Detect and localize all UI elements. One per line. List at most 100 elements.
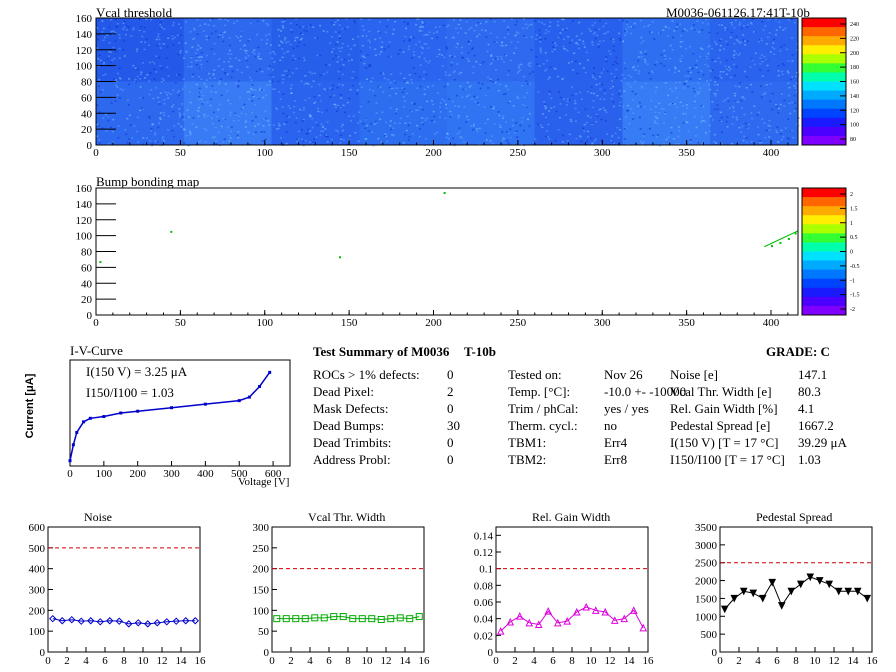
heatmap-cell bbox=[421, 121, 424, 124]
heatmap-cell bbox=[248, 38, 251, 41]
heatmap-cell bbox=[491, 142, 494, 145]
heatmap-cell bbox=[731, 24, 734, 26]
heatmap-cell bbox=[374, 38, 377, 41]
heatmap-cell bbox=[679, 41, 682, 43]
heatmap-cell bbox=[507, 88, 510, 91]
heatmap-cell bbox=[648, 31, 651, 33]
heatmap-cell bbox=[650, 31, 653, 34]
heatmap-cell bbox=[595, 113, 598, 116]
heatmap-cell bbox=[302, 26, 305, 28]
heatmap-cell bbox=[720, 38, 723, 40]
heatmap-cell bbox=[275, 128, 278, 130]
heatmap-cell bbox=[192, 38, 195, 40]
heatmap-cell bbox=[546, 130, 549, 132]
heatmap-cell bbox=[419, 26, 422, 29]
heatmap-cell bbox=[610, 72, 613, 75]
heatmap-cell bbox=[217, 18, 220, 21]
heatmap-cell bbox=[725, 68, 728, 71]
heatmap-cell bbox=[416, 18, 419, 21]
heatmap-cell bbox=[593, 92, 596, 95]
heatmap-cell bbox=[351, 38, 354, 40]
heatmap-cell bbox=[389, 55, 392, 58]
heatmap-cell bbox=[303, 29, 306, 32]
heatmap-cell bbox=[211, 123, 214, 125]
heatmap-cell bbox=[787, 118, 790, 120]
heatmap-cell bbox=[489, 79, 492, 82]
x-tick-label: 6 bbox=[550, 655, 556, 667]
heatmap-cell bbox=[162, 136, 165, 138]
x-tick-label: 16 bbox=[419, 655, 431, 667]
heatmap-cell bbox=[558, 116, 561, 119]
heatmap-cell bbox=[775, 131, 778, 133]
heatmap-cell bbox=[527, 62, 530, 65]
heatmap-cell bbox=[109, 51, 112, 53]
heatmap-cell bbox=[778, 21, 781, 23]
heatmap-cell bbox=[599, 88, 602, 91]
heatmap-cell bbox=[615, 77, 618, 79]
heatmap-cell bbox=[379, 37, 382, 39]
heatmap-cell bbox=[507, 142, 510, 144]
heatmap-cell bbox=[190, 65, 193, 68]
heatmap-cell bbox=[214, 127, 217, 129]
heatmap-cell bbox=[794, 102, 797, 104]
heatmap-cell bbox=[250, 79, 253, 81]
data-point bbox=[415, 613, 423, 621]
heatmap-cell bbox=[222, 40, 225, 43]
heatmap-cell bbox=[341, 42, 344, 45]
heatmap-cell bbox=[290, 84, 293, 86]
summary-middle-value: Err8 bbox=[604, 452, 628, 467]
heatmap-cell bbox=[412, 51, 415, 53]
heatmap-cell bbox=[410, 79, 413, 81]
heatmap-cell bbox=[590, 86, 593, 88]
heatmap-cell bbox=[315, 136, 318, 139]
heatmap-cell bbox=[102, 117, 105, 119]
heatmap-cell bbox=[457, 117, 460, 119]
heatmap-cell bbox=[163, 114, 166, 116]
heatmap-cell bbox=[227, 19, 230, 22]
heatmap-cell bbox=[313, 138, 316, 140]
heatmap-cell bbox=[408, 39, 411, 42]
heatmap-cell bbox=[228, 37, 231, 39]
heatmap-cell bbox=[171, 105, 174, 108]
data-point bbox=[544, 607, 553, 615]
heatmap-cell bbox=[148, 44, 151, 46]
heatmap-cell bbox=[236, 69, 239, 71]
heatmap-cell bbox=[369, 64, 372, 67]
heatmap-cell bbox=[528, 83, 531, 85]
heatmap-cell bbox=[489, 63, 492, 65]
heatmap-cell bbox=[787, 82, 790, 85]
heatmap-cell bbox=[283, 74, 286, 76]
heatmap-cell bbox=[251, 84, 254, 86]
defect-pixel bbox=[787, 238, 790, 241]
heatmap-cell bbox=[757, 41, 760, 43]
heatmap-cell bbox=[444, 117, 447, 120]
heatmap-cell bbox=[524, 23, 527, 25]
heatmap-cell bbox=[447, 133, 450, 136]
heatmap-cell bbox=[495, 69, 498, 71]
heatmap-cell bbox=[719, 44, 722, 47]
heatmap-cell bbox=[452, 71, 455, 74]
heatmap-cell bbox=[668, 27, 671, 29]
heatmap-cell bbox=[795, 75, 798, 78]
heatmap-cell bbox=[741, 125, 744, 128]
heatmap-cell bbox=[144, 77, 147, 79]
heatmap-cell bbox=[271, 57, 274, 60]
heatmap-cell bbox=[643, 106, 646, 108]
heatmap-cell bbox=[214, 30, 217, 33]
summary-middle-label: Temp. [°C]: bbox=[508, 384, 571, 399]
heatmap-cell bbox=[159, 47, 162, 49]
heatmap-cell bbox=[406, 115, 409, 118]
heatmap-cell bbox=[681, 30, 684, 33]
heatmap-cell bbox=[196, 33, 199, 36]
heatmap-cell bbox=[418, 29, 421, 32]
heatmap-cell bbox=[678, 81, 681, 84]
heatmap-cell bbox=[575, 41, 578, 44]
heatmap-cell bbox=[715, 60, 718, 63]
heatmap-cell bbox=[454, 105, 457, 107]
heatmap-cell bbox=[407, 124, 410, 127]
heatmap-cell bbox=[643, 25, 646, 28]
heatmap-cell bbox=[328, 42, 331, 44]
heatmap-cell bbox=[468, 86, 471, 88]
heatmap-cell bbox=[679, 58, 682, 60]
heatmap-cell bbox=[637, 105, 640, 108]
